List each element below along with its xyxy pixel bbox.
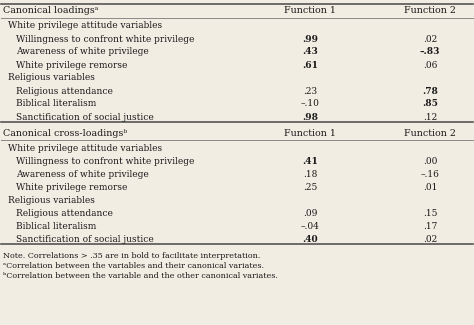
Text: Biblical literalism: Biblical literalism xyxy=(16,222,96,231)
Text: .78: .78 xyxy=(422,86,438,96)
Text: Canonical loadingsᵃ: Canonical loadingsᵃ xyxy=(3,6,99,15)
Text: Awareness of white privilege: Awareness of white privilege xyxy=(16,47,149,57)
Text: .25: .25 xyxy=(303,183,317,192)
Text: .40: .40 xyxy=(302,235,318,244)
Text: .99: .99 xyxy=(302,34,318,44)
Text: .02: .02 xyxy=(423,34,437,44)
Text: –.04: –.04 xyxy=(301,222,319,231)
Text: Religious variables: Religious variables xyxy=(8,73,95,83)
Text: .09: .09 xyxy=(303,209,317,218)
Text: –.10: –.10 xyxy=(301,99,319,109)
Text: Willingness to confront white privilege: Willingness to confront white privilege xyxy=(16,157,194,166)
Text: Canonical cross-loadingsᵇ: Canonical cross-loadingsᵇ xyxy=(3,128,127,137)
Text: Religious attendance: Religious attendance xyxy=(16,209,113,218)
Text: .18: .18 xyxy=(303,170,317,179)
Text: Function 1: Function 1 xyxy=(284,128,336,137)
Text: .23: .23 xyxy=(303,86,317,96)
Text: Sanctification of social justice: Sanctification of social justice xyxy=(16,235,154,244)
Text: .02: .02 xyxy=(423,235,437,244)
Text: .06: .06 xyxy=(423,60,437,70)
Text: Awareness of white privilege: Awareness of white privilege xyxy=(16,170,149,179)
Text: –.83: –.83 xyxy=(420,47,440,57)
Text: .00: .00 xyxy=(423,157,437,166)
Text: Function 2: Function 2 xyxy=(404,128,456,137)
Text: Function 2: Function 2 xyxy=(404,6,456,15)
Text: White privilege attitude variables: White privilege attitude variables xyxy=(8,144,162,153)
Text: White privilege attitude variables: White privilege attitude variables xyxy=(8,21,162,31)
Text: Function 1: Function 1 xyxy=(284,6,336,15)
Text: .12: .12 xyxy=(423,112,437,122)
Text: .98: .98 xyxy=(302,112,318,122)
Text: .43: .43 xyxy=(302,47,318,57)
Text: Religious variables: Religious variables xyxy=(8,196,95,205)
Text: .01: .01 xyxy=(423,183,437,192)
Text: White privilege remorse: White privilege remorse xyxy=(16,183,128,192)
Text: Willingness to confront white privilege: Willingness to confront white privilege xyxy=(16,34,194,44)
Text: Sanctification of social justice: Sanctification of social justice xyxy=(16,112,154,122)
Text: .15: .15 xyxy=(423,209,437,218)
Text: White privilege remorse: White privilege remorse xyxy=(16,60,128,70)
Text: Biblical literalism: Biblical literalism xyxy=(16,99,96,109)
Text: .61: .61 xyxy=(302,60,318,70)
Text: ᵇCorrelation between the variable and the other canonical variates.: ᵇCorrelation between the variable and th… xyxy=(3,272,278,280)
Text: .41: .41 xyxy=(302,157,318,166)
Text: .17: .17 xyxy=(423,222,437,231)
Text: Note. Correlations > .35 are in bold to facilitate interpretation.: Note. Correlations > .35 are in bold to … xyxy=(3,252,260,260)
Text: .85: .85 xyxy=(422,99,438,109)
Text: –.16: –.16 xyxy=(420,170,439,179)
Text: Religious attendance: Religious attendance xyxy=(16,86,113,96)
Text: ᵃCorrelation between the variables and their canonical variates.: ᵃCorrelation between the variables and t… xyxy=(3,262,264,270)
